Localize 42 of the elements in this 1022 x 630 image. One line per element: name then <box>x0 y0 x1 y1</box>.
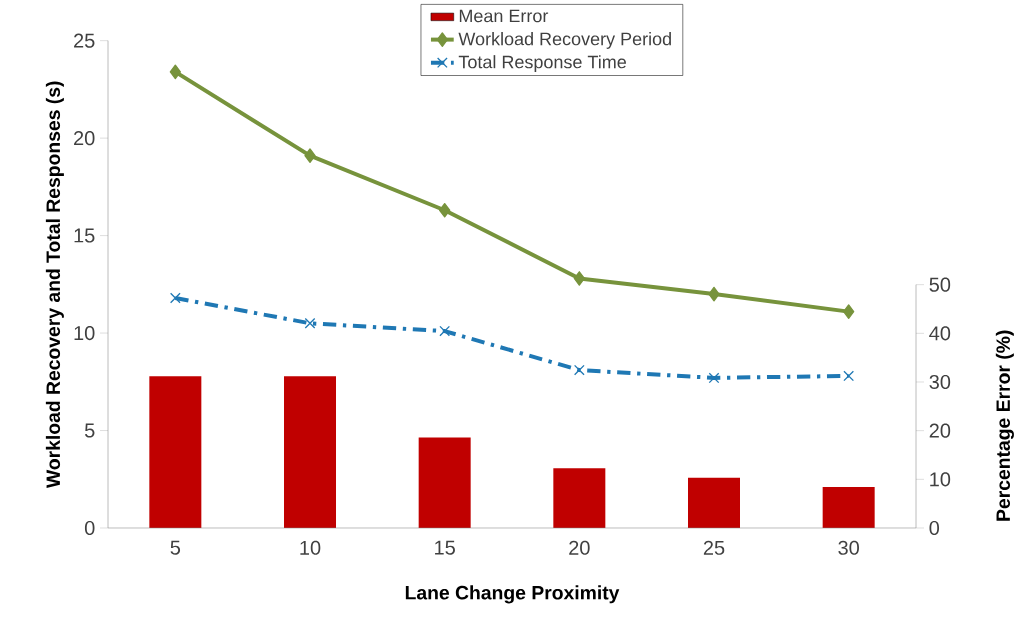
x-tick-label: 20 <box>569 540 590 555</box>
bar <box>284 376 337 528</box>
y2-tick-label: 20 <box>929 423 951 438</box>
y-tick-label: 0 <box>84 520 95 536</box>
y-tick-label: 10 <box>74 325 95 341</box>
point <box>708 286 720 302</box>
y-axis-title: Workload Recovery and Total Responses (s) <box>45 81 64 489</box>
y-tick-label: 25 <box>74 33 95 48</box>
y2-tick-label: 0 <box>929 520 940 536</box>
legend-label: Workload Recovery Period <box>458 32 671 49</box>
point <box>304 148 316 163</box>
point <box>304 317 316 329</box>
y2-tick-label: 50 <box>929 277 951 292</box>
y2-tick-label: 10 <box>930 472 951 487</box>
x-tick-label: 30 <box>838 540 859 555</box>
y2-tick-label: 40 <box>929 326 951 341</box>
y2-tick-label: 30 <box>929 374 951 390</box>
point <box>169 64 182 80</box>
bar <box>553 468 606 528</box>
point <box>169 292 181 304</box>
bar <box>822 487 875 528</box>
bar <box>688 477 740 528</box>
legend-label: Mean Error <box>459 9 549 23</box>
point <box>843 370 855 382</box>
x-tick-label: 5 <box>170 540 181 555</box>
point <box>439 325 451 337</box>
y2-axis-title: Percentage Error (%) <box>995 330 1014 521</box>
bar <box>149 376 202 528</box>
point <box>573 364 585 376</box>
point <box>843 304 855 319</box>
point <box>708 372 720 384</box>
x-tick-label: 25 <box>703 540 725 555</box>
point <box>439 202 451 218</box>
point <box>573 271 586 286</box>
x-tick-label: 10 <box>300 540 321 555</box>
bar <box>418 437 471 528</box>
x-tick-label: 15 <box>435 540 455 555</box>
x-axis-title: Lane Change Proximity <box>405 585 620 604</box>
y-tick-label: 5 <box>84 423 95 438</box>
legend-label: Total Response Time <box>458 55 626 72</box>
y-tick-label: 20 <box>74 131 95 146</box>
y-tick-label: 15 <box>74 228 95 243</box>
